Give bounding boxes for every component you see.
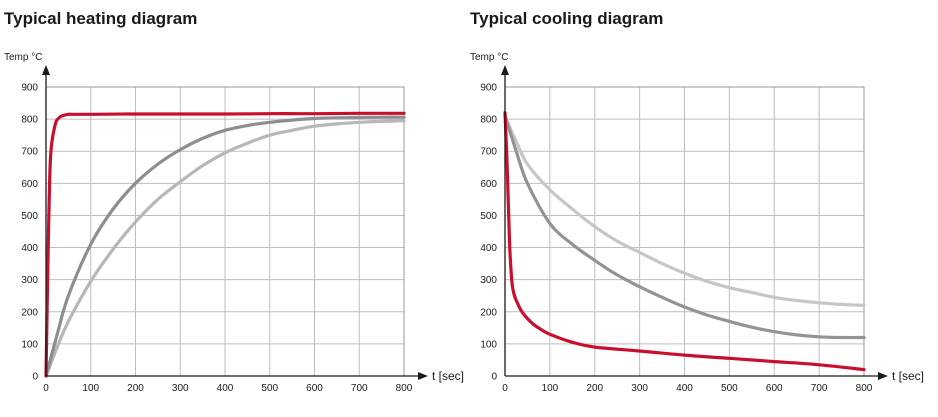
y-tick-label: 300 — [480, 275, 497, 286]
series-line-2 — [503, 114, 866, 340]
x-axis-label: t [sec] — [432, 369, 464, 383]
x-tick-label: 700 — [811, 383, 828, 394]
y-tick-label: 0 — [491, 372, 497, 383]
series-line-3 — [44, 111, 406, 378]
y-tick-label: 800 — [480, 115, 497, 126]
y-tick-label: 400 — [21, 243, 38, 254]
plot-frame — [505, 86, 865, 376]
x-tick-label: 0 — [43, 383, 49, 394]
series-line-1 — [503, 114, 866, 307]
y-tick-label: 400 — [480, 243, 497, 254]
y-tick-label: 800 — [21, 115, 38, 126]
y-tick-label: 0 — [32, 372, 38, 383]
series-lines — [503, 111, 866, 372]
grid — [46, 86, 405, 376]
x-tick-label: 0 — [502, 383, 508, 394]
x-tick-label: 200 — [127, 383, 144, 394]
x-tick-label: 300 — [172, 383, 189, 394]
x-tick-label: 300 — [631, 383, 648, 394]
series-lines — [44, 111, 406, 378]
x-tick-label: 600 — [306, 383, 323, 394]
x-axis-arrow — [418, 372, 428, 380]
y-tick-label: 300 — [21, 275, 38, 286]
y-tick-label: 200 — [480, 307, 497, 318]
y-tick-label: 100 — [21, 339, 38, 350]
y-tick-label: 500 — [480, 211, 497, 222]
x-tick-label: 400 — [676, 383, 693, 394]
x-tick-label: 800 — [396, 383, 413, 394]
grid — [505, 86, 865, 376]
x-tick-label: 100 — [542, 383, 559, 394]
y-tick-label: 700 — [480, 147, 497, 158]
x-tick-label: 500 — [261, 383, 278, 394]
y-tick-label: 200 — [21, 307, 38, 318]
tick-labels: 0 100 200 300 400 500 600 700 800 0 100 200 300 400 50… — [21, 83, 412, 395]
y-axis-label: Temp °C — [470, 52, 508, 63]
y-tick-label: 900 — [480, 83, 497, 94]
x-tick-label: 700 — [351, 383, 368, 394]
heating-chart: Typical heating diagram Temp °C t [sec] … — [4, 9, 464, 394]
series-line-3 — [503, 111, 866, 372]
chart-title: Typical heating diagram — [4, 9, 197, 28]
cooling-chart: Typical cooling diagram Temp °C t [sec] … — [470, 9, 924, 394]
y-tick-label: 600 — [21, 179, 38, 190]
axes — [501, 65, 888, 380]
y-tick-label: 500 — [21, 211, 38, 222]
y-tick-label: 600 — [480, 179, 497, 190]
x-tick-label: 200 — [586, 383, 603, 394]
y-axis-arrow — [42, 65, 50, 75]
y-tick-label: 900 — [21, 83, 38, 94]
x-tick-label: 500 — [721, 383, 738, 394]
x-tick-label: 100 — [82, 383, 99, 394]
axes — [42, 65, 428, 380]
y-axis-label: Temp °C — [4, 52, 42, 63]
x-tick-label: 600 — [766, 383, 783, 394]
y-tick-label: 700 — [21, 147, 38, 158]
series-line-2 — [44, 115, 406, 378]
plot-frame — [46, 86, 405, 376]
x-axis-arrow — [878, 372, 888, 380]
x-tick-label: 800 — [856, 383, 873, 394]
y-tick-label: 100 — [480, 339, 497, 350]
tick-labels: 0 100 200 300 400 500 600 700 800 0 100 200 300 400 50… — [480, 83, 872, 395]
y-axis-arrow — [501, 65, 509, 75]
chart-title: Typical cooling diagram — [470, 9, 663, 28]
series-line-1 — [44, 119, 406, 378]
x-tick-label: 400 — [217, 383, 234, 394]
x-axis-label: t [sec] — [892, 369, 924, 383]
